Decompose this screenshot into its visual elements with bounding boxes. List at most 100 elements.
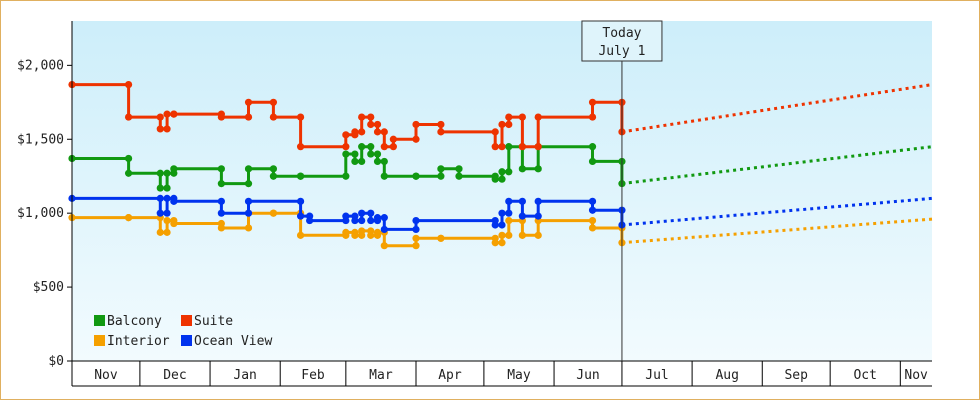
legend-item: Balcony [94, 314, 162, 329]
data-point [498, 120, 506, 129]
y-tick-label: $1,500 [17, 132, 64, 147]
data-point [163, 209, 171, 217]
data-point [373, 128, 382, 136]
data-point [389, 135, 397, 143]
data-point [588, 206, 597, 214]
data-point [412, 120, 420, 129]
legend: Balcony Suite Interior Ocean View [94, 314, 272, 349]
data-point [296, 197, 305, 205]
data-point [163, 169, 171, 177]
data-point [367, 143, 375, 151]
data-point [505, 209, 513, 217]
data-point [380, 157, 388, 166]
data-point [367, 150, 375, 158]
data-point [505, 216, 513, 225]
data-point [124, 80, 133, 89]
data-point [518, 143, 526, 151]
data-point [217, 180, 225, 188]
series-forecast-line [621, 145, 933, 186]
month-label: Mar [369, 368, 393, 383]
data-point [534, 143, 542, 151]
month-label: Nov [904, 368, 928, 383]
data-point [367, 216, 375, 225]
data-point [498, 221, 506, 229]
data-point [163, 184, 171, 192]
data-point [342, 228, 350, 236]
data-point [358, 113, 366, 121]
data-point [373, 150, 382, 158]
data-point [534, 113, 542, 121]
data-point [373, 214, 382, 222]
series-forecast-line [621, 196, 933, 227]
data-point [498, 239, 506, 247]
legend-swatch [94, 315, 105, 326]
y-tick-label: $500 [33, 280, 64, 295]
data-point [518, 231, 526, 239]
series-ocean-view [68, 194, 933, 234]
data-point [498, 231, 506, 239]
data-point [380, 143, 388, 151]
data-point [358, 143, 366, 151]
data-point [491, 221, 499, 229]
y-tick-label: $2,000 [17, 58, 64, 73]
data-point [412, 242, 420, 250]
data-point [588, 113, 597, 121]
data-point [217, 209, 225, 217]
data-point [269, 113, 278, 121]
data-point [437, 172, 445, 180]
data-point [412, 135, 420, 143]
data-point [588, 224, 597, 232]
data-point [498, 209, 506, 217]
data-point [588, 216, 597, 225]
data-point [296, 172, 305, 180]
month-label: May [507, 368, 531, 383]
data-point [244, 224, 253, 232]
data-point [380, 242, 388, 250]
data-point [534, 231, 542, 239]
y-tick-label: $1,000 [17, 206, 64, 221]
data-point [244, 98, 253, 106]
data-point [124, 113, 133, 121]
legend-label: Ocean View [194, 334, 272, 349]
data-point [367, 120, 375, 129]
data-point [163, 216, 171, 225]
today-callout: Today July 1 [581, 20, 663, 361]
today-callout-title: Today [602, 26, 641, 41]
data-point [534, 165, 542, 173]
data-point [380, 225, 388, 234]
legend-swatch [94, 335, 105, 346]
data-point [244, 197, 253, 205]
data-point [491, 175, 499, 183]
data-point [351, 157, 359, 166]
data-point [296, 231, 305, 239]
data-point [373, 120, 382, 129]
series-forecast-line [621, 83, 933, 134]
data-point [455, 172, 463, 180]
data-point [380, 128, 388, 136]
data-point [358, 216, 366, 225]
data-point [124, 214, 133, 222]
data-point [505, 197, 513, 205]
data-point [588, 157, 597, 166]
month-label: Dec [163, 368, 186, 383]
data-point [269, 98, 278, 106]
data-point [156, 169, 164, 177]
month-label: Nov [94, 368, 118, 383]
series-layer [68, 80, 933, 250]
data-point [124, 154, 133, 163]
data-point [358, 157, 366, 166]
data-point [163, 194, 171, 202]
data-point [351, 216, 359, 225]
data-point [170, 219, 178, 228]
month-label: Oct [853, 368, 876, 383]
series-suite [68, 80, 933, 151]
data-point [342, 212, 350, 220]
data-point [342, 143, 350, 151]
data-point [518, 165, 526, 173]
data-point [505, 168, 513, 176]
data-point [373, 228, 382, 236]
data-point [373, 157, 382, 166]
data-point [124, 169, 133, 177]
axes-layer: $0 $500 $1,000 $1,500 $2,000 Nov Dec Jan Feb Mar A… [17, 21, 932, 387]
data-point [244, 165, 253, 173]
